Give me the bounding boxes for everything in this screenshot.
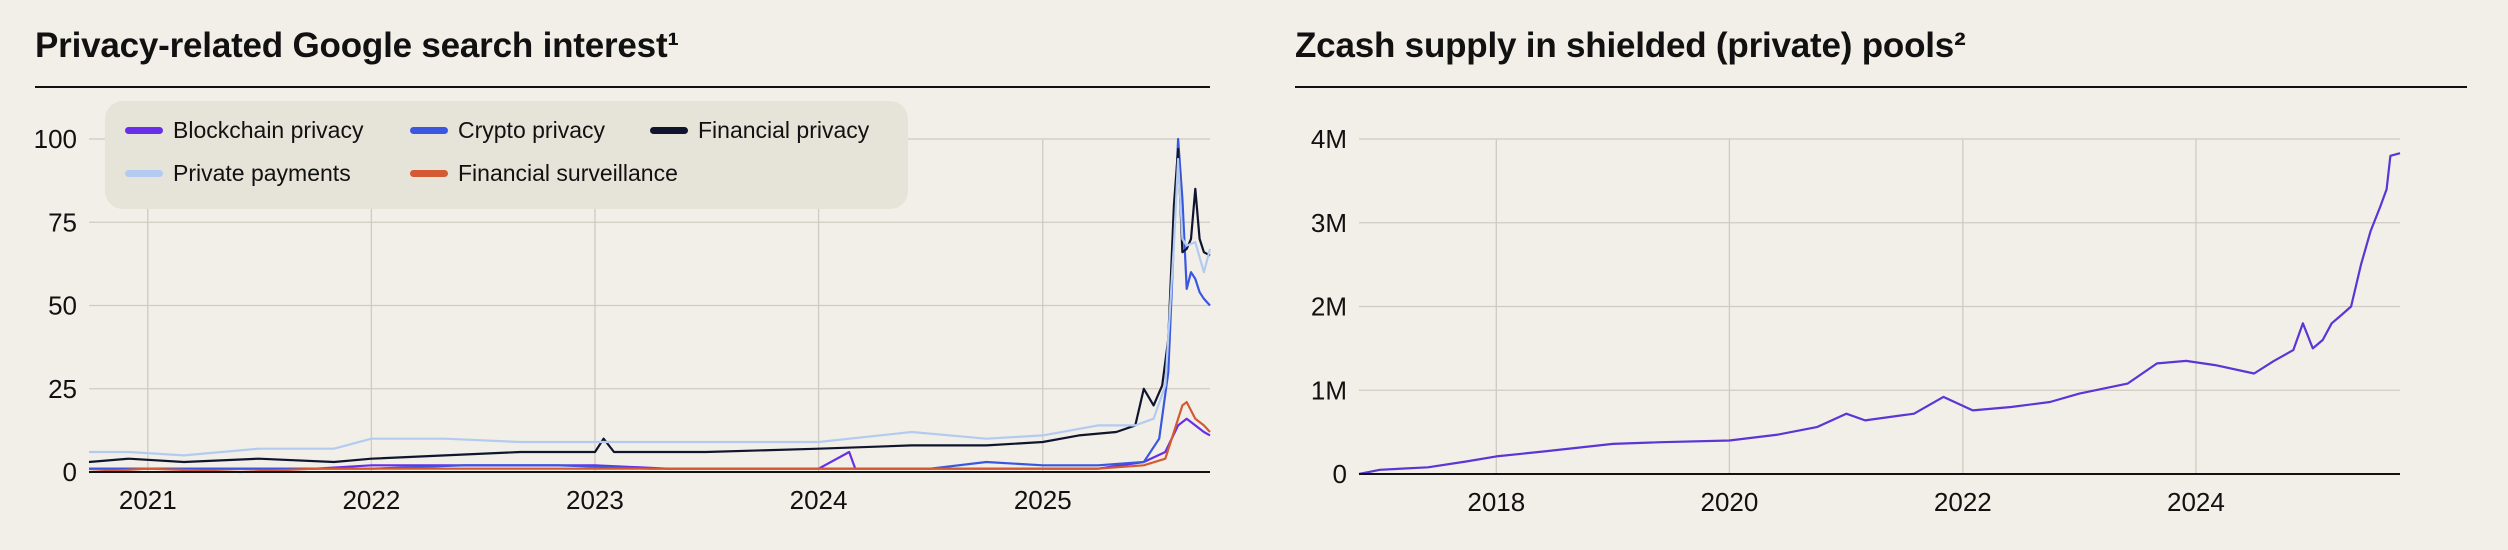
y-tick-label: 1M <box>1311 375 1347 405</box>
legend-swatch <box>410 170 448 177</box>
x-tick-label: 2020 <box>1700 487 1758 517</box>
series-line-financial-privacy <box>88 147 1211 464</box>
tick-labels: 0 25 50 75 100 2021 2022 2023 2024 2025 <box>34 124 1072 515</box>
legend-swatch <box>650 127 688 134</box>
legend-item-financial-surveillance: Financial surveillance <box>410 160 678 187</box>
legend-swatch <box>125 127 163 134</box>
y-tick-label: 0 <box>1333 459 1347 489</box>
x-tick-label: 2021 <box>119 485 177 515</box>
y-tick-label: 0 <box>63 457 77 487</box>
legend: Blockchain privacy Crypto privacy Financ… <box>105 101 908 209</box>
legend-item-private-payments: Private payments <box>125 160 351 187</box>
legend-swatch <box>125 170 163 177</box>
x-tick-label: 2025 <box>1014 485 1072 515</box>
x-tick-label: 2022 <box>342 485 400 515</box>
y-tick-label: 2M <box>1311 292 1347 322</box>
series-line-blockchain-privacy <box>89 417 1211 470</box>
series-line-shielded-supply <box>1358 152 2401 476</box>
y-tick-label: 3M <box>1311 208 1347 238</box>
legend-label: Crypto privacy <box>458 117 605 143</box>
x-tick-label: 2023 <box>566 485 624 515</box>
y-tick-label: 100 <box>34 124 77 154</box>
x-tick-label: 2024 <box>790 485 848 515</box>
x-tick-label: 2018 <box>1467 487 1525 517</box>
legend-label: Financial privacy <box>698 117 870 143</box>
zcash-shielded-chart: 0 1M 2M 3M 4M 2018 2020 2022 2024 <box>1311 124 2401 517</box>
search-interest-chart: 0 25 50 75 100 2021 2022 2023 2024 2025 <box>34 124 1212 515</box>
y-tick-label: 25 <box>48 374 77 404</box>
title-rule <box>1295 86 2467 88</box>
legend-label: Financial surveillance <box>458 160 678 186</box>
y-tick-label: 50 <box>48 291 77 321</box>
y-tick-label: 4M <box>1311 124 1347 154</box>
chart-title: Privacy-related Google search interest¹ <box>35 26 679 65</box>
legend-label: Blockchain privacy <box>173 117 364 143</box>
legend-label: Private payments <box>173 160 351 186</box>
series-line-financial-surveillance <box>88 401 1211 474</box>
title-rule <box>35 86 1210 88</box>
tick-labels: 0 1M 2M 3M 4M 2018 2020 2022 2024 <box>1311 124 2225 517</box>
chart-title: Zcash supply in shielded (private) pools… <box>1295 26 1966 65</box>
series-line-private-payments <box>89 157 1212 457</box>
legend-item-financial-privacy: Financial privacy <box>650 117 869 144</box>
x-tick-label: 2022 <box>1934 487 1992 517</box>
gridlines <box>1359 138 2400 474</box>
legend-item-crypto-privacy: Crypto privacy <box>410 117 605 144</box>
x-tick-label: 2024 <box>2167 487 2225 517</box>
y-tick-label: 75 <box>48 207 77 237</box>
legend-swatch <box>410 127 448 134</box>
legend-item-blockchain-privacy: Blockchain privacy <box>125 117 363 144</box>
